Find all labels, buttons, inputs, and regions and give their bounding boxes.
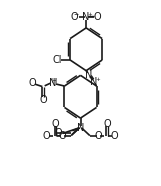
Text: N: N	[85, 70, 93, 80]
Text: +: +	[95, 77, 100, 82]
Text: O: O	[59, 131, 66, 141]
Text: O: O	[43, 131, 51, 141]
Text: O: O	[103, 119, 111, 129]
Text: N: N	[77, 123, 84, 133]
Text: −: −	[73, 11, 78, 16]
Text: N: N	[49, 78, 56, 88]
Text: N: N	[90, 77, 98, 87]
Text: O: O	[52, 119, 59, 129]
Text: N: N	[82, 12, 90, 22]
Text: +: +	[87, 12, 92, 17]
Text: O: O	[110, 131, 118, 141]
Text: O: O	[55, 128, 62, 138]
Text: O: O	[95, 131, 102, 141]
Text: H: H	[51, 78, 56, 84]
Text: O: O	[29, 78, 36, 88]
Text: O: O	[71, 12, 78, 22]
Text: O: O	[94, 12, 102, 22]
Text: O: O	[39, 95, 47, 105]
Text: Cl: Cl	[52, 55, 62, 65]
